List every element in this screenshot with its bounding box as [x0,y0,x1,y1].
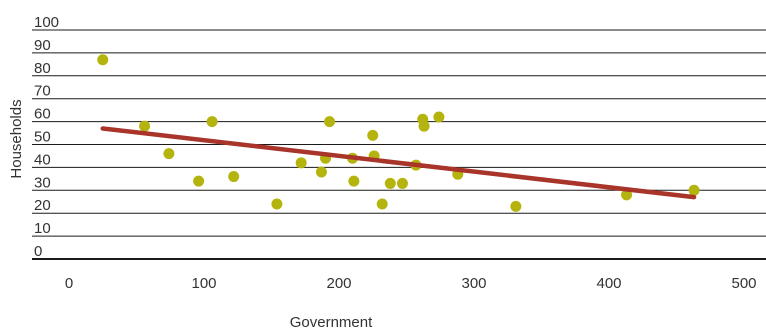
y-tick-labels: 0 10 20 30 40 50 60 70 80 90 100 [34,14,59,260]
y-tick-label-60: 60 [34,106,51,123]
data-point-11 [324,116,336,128]
data-point-18 [396,177,408,189]
y-tick-label-10: 10 [34,220,51,237]
data-point-3 [163,148,175,160]
data-point-25 [621,189,633,201]
x-tick-label-400: 400 [596,275,621,292]
y-tick-label-80: 80 [34,60,51,77]
x-tick-label-100: 100 [191,275,216,292]
data-point-4 [193,175,205,187]
data-point-14 [367,129,379,141]
data-point-26 [688,184,700,196]
data-point-24 [510,200,522,212]
data-point-16 [376,198,388,210]
y-gridlines [32,29,766,260]
y-tick-label-70: 70 [34,83,51,100]
data-point-13 [348,175,360,187]
x-tick-label-300: 300 [461,275,486,292]
data-point-17 [384,177,396,189]
x-tick-labels: 0 100 200 300 400 500 [65,275,757,292]
data-point-6 [228,171,240,183]
x-axis-label: Government [290,314,373,329]
y-tick-label-50: 50 [34,129,51,146]
y-tick-label-0: 0 [34,243,42,260]
data-point-9 [315,166,327,178]
x-tick-label-500: 500 [731,275,756,292]
x-tick-label-200: 200 [326,275,351,292]
data-point-8 [295,157,307,169]
data-point-1 [97,54,109,66]
y-axis-label: Households [8,99,25,178]
data-point-5 [206,116,218,128]
data-point-2 [139,120,151,132]
trendline-group [100,126,697,200]
y-tick-label-40: 40 [34,151,51,168]
y-tick-label-90: 90 [34,37,51,54]
data-point-22 [433,111,445,123]
data-points [97,54,700,212]
trendline [100,126,697,200]
data-point-21 [418,120,430,132]
data-point-7 [271,198,283,210]
y-tick-label-30: 30 [34,174,51,191]
y-tick-label-20: 20 [34,197,51,214]
y-tick-label-100: 100 [34,14,59,31]
x-tick-label-0: 0 [65,275,73,292]
